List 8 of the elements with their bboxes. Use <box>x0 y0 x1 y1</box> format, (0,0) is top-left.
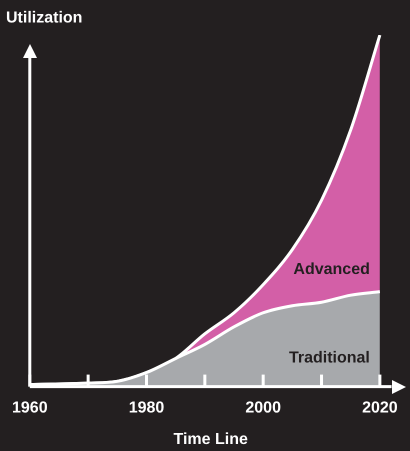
y-axis-title: Utilization <box>6 9 82 26</box>
x-tick-label: 1960 <box>12 400 48 417</box>
x-tick-label: 2020 <box>362 400 398 417</box>
x-tick-label: 2000 <box>245 400 282 417</box>
series-label: Advanced <box>293 261 370 278</box>
x-axis-title: Time Line <box>173 430 248 448</box>
series-label: Traditional <box>288 350 370 367</box>
x-tick-label: 1980 <box>128 400 164 417</box>
